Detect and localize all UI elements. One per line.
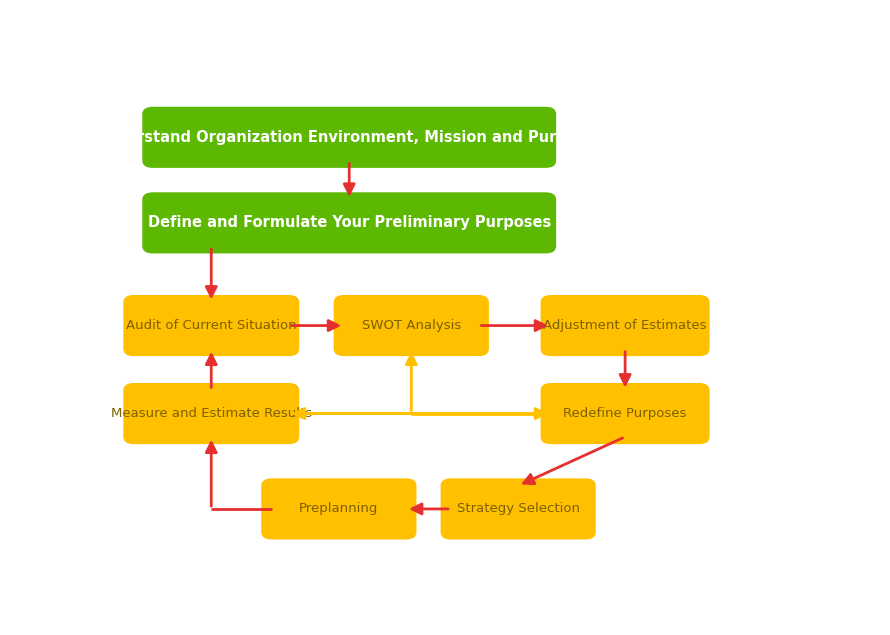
FancyBboxPatch shape xyxy=(262,478,417,540)
Text: SWOT Analysis: SWOT Analysis xyxy=(361,319,461,332)
FancyBboxPatch shape xyxy=(441,478,595,540)
Text: Understand Organization Environment, Mission and Purposes: Understand Organization Environment, Mis… xyxy=(94,130,604,145)
FancyBboxPatch shape xyxy=(124,295,299,356)
Text: Redefine Purposes: Redefine Purposes xyxy=(563,407,687,420)
FancyBboxPatch shape xyxy=(540,383,709,444)
FancyBboxPatch shape xyxy=(142,107,556,168)
FancyBboxPatch shape xyxy=(124,383,299,444)
FancyBboxPatch shape xyxy=(540,295,709,356)
FancyBboxPatch shape xyxy=(334,295,489,356)
Text: Preplanning: Preplanning xyxy=(299,502,378,516)
Text: Strategy Selection: Strategy Selection xyxy=(457,502,579,516)
Text: Audit of Current Situation: Audit of Current Situation xyxy=(126,319,296,332)
Text: Measure and Estimate Results: Measure and Estimate Results xyxy=(110,407,312,420)
Text: Adjustment of Estimates: Adjustment of Estimates xyxy=(544,319,707,332)
FancyBboxPatch shape xyxy=(142,192,556,253)
Text: Define and Formulate Your Preliminary Purposes: Define and Formulate Your Preliminary Pu… xyxy=(148,215,551,231)
